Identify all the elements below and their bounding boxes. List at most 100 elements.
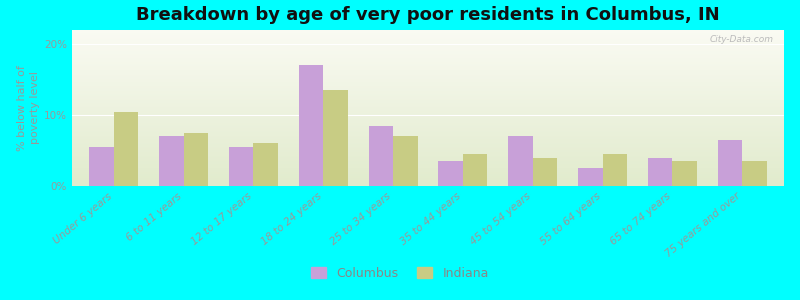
Bar [72, 173, 800, 174]
Bar [72, 163, 800, 164]
Bar [72, 78, 800, 79]
Bar [72, 52, 800, 53]
Bar [72, 57, 800, 58]
Bar [72, 61, 800, 62]
Bar [72, 34, 800, 35]
Bar [72, 64, 800, 65]
Bar [72, 143, 800, 144]
Bar [72, 80, 800, 81]
Bar [72, 162, 800, 163]
Bar [72, 106, 800, 107]
Bar [72, 83, 800, 84]
Bar [72, 101, 800, 102]
Bar [393, 136, 418, 186]
Bar [72, 87, 800, 88]
Bar [72, 118, 800, 119]
Bar [323, 90, 348, 186]
Bar [72, 32, 800, 33]
Bar [72, 53, 800, 54]
Bar [72, 124, 800, 125]
Bar [72, 56, 800, 57]
Bar [72, 88, 800, 89]
Bar [72, 150, 800, 151]
Bar [533, 158, 557, 186]
Bar [72, 135, 800, 136]
Bar [72, 58, 800, 59]
Bar [72, 40, 800, 41]
Bar [72, 122, 800, 123]
Bar [72, 46, 800, 47]
Bar [72, 127, 800, 128]
Bar [463, 154, 487, 186]
Bar [72, 55, 800, 56]
Bar [602, 154, 627, 186]
Bar [72, 69, 800, 70]
Bar [72, 42, 800, 43]
Bar [72, 149, 800, 150]
Bar [72, 172, 800, 173]
Bar [72, 160, 800, 161]
Bar [72, 171, 800, 172]
Bar [72, 148, 800, 149]
Bar [578, 168, 602, 186]
Bar [72, 177, 800, 178]
Bar [72, 89, 800, 90]
Bar [72, 131, 800, 132]
Bar [72, 71, 800, 72]
Bar [72, 132, 800, 133]
Bar [72, 98, 800, 99]
Bar [72, 96, 800, 97]
Bar [72, 105, 800, 106]
Bar [72, 146, 800, 147]
Bar [72, 45, 800, 46]
Bar [72, 59, 800, 60]
Bar [72, 141, 800, 142]
Bar [72, 79, 800, 80]
Bar [72, 76, 800, 77]
Bar [72, 112, 800, 113]
Bar [72, 72, 800, 73]
Bar [72, 176, 800, 177]
Bar [72, 63, 800, 64]
Bar [72, 102, 800, 103]
Bar [369, 126, 393, 186]
Bar [72, 74, 800, 75]
Bar [72, 110, 800, 111]
Bar [72, 126, 800, 127]
Bar [72, 37, 800, 38]
Bar [72, 129, 800, 130]
Bar [72, 62, 800, 63]
Bar [72, 73, 800, 74]
Bar [72, 108, 800, 109]
Bar [72, 107, 800, 108]
Bar [72, 38, 800, 39]
Legend: Columbus, Indiana: Columbus, Indiana [306, 262, 494, 285]
Bar [72, 181, 800, 182]
Bar [72, 94, 800, 95]
Bar [72, 30, 800, 31]
Bar [90, 147, 114, 186]
Bar [72, 68, 800, 69]
Bar [72, 179, 800, 180]
Bar [159, 136, 184, 186]
Bar [72, 142, 800, 143]
Bar [648, 158, 672, 186]
Bar [72, 97, 800, 98]
Bar [72, 35, 800, 36]
Bar [72, 82, 800, 83]
Bar [72, 116, 800, 117]
Bar [72, 128, 800, 129]
Bar [72, 67, 800, 68]
Bar [72, 120, 800, 121]
Bar [72, 138, 800, 139]
Bar [72, 180, 800, 181]
Bar [72, 50, 800, 51]
Bar [72, 66, 800, 67]
Bar [72, 111, 800, 112]
Bar [72, 140, 800, 141]
Bar [72, 121, 800, 122]
Bar [72, 36, 800, 37]
Bar [72, 90, 800, 91]
Bar [672, 161, 697, 186]
Bar [72, 39, 800, 40]
